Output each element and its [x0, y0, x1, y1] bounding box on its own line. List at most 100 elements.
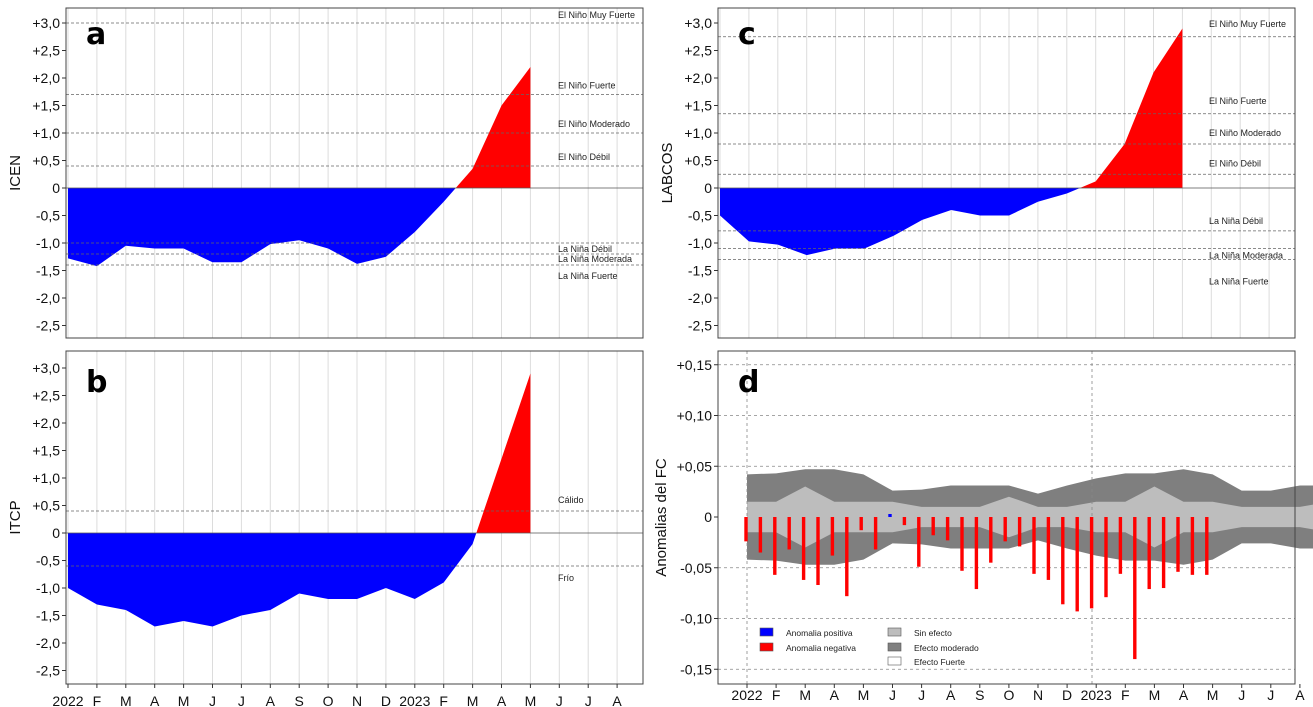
x-tick-label: J — [889, 687, 896, 703]
y-tick-label: +2,5 — [32, 43, 60, 59]
y-tick-label: -1,5 — [688, 263, 712, 279]
panel-a-frame — [65, 7, 644, 339]
y-tick-label: -1,0 — [36, 580, 60, 596]
positive-area — [455, 67, 531, 188]
x-tick-label: J — [585, 693, 592, 707]
y-tick-label: -0,15 — [680, 661, 712, 677]
x-tick-label: N — [1033, 687, 1043, 703]
x-tick-label: A — [946, 687, 956, 703]
legend-swatch — [887, 642, 902, 652]
x-tick-label: O — [323, 693, 334, 707]
threshold-label: Frío — [558, 573, 574, 583]
anomaly-bar — [801, 517, 806, 580]
panel-d-anomalias: +0,15 +0,10 +0,05 0 -0,05 -0,10 -0,15 2022 F M A M… — [653, 350, 1313, 703]
anomaly-bar — [1176, 517, 1180, 572]
x-tick-label: M — [467, 693, 479, 707]
y-tick-label: +0,5 — [684, 153, 712, 169]
anomaly-bar — [974, 517, 979, 590]
anomaly-bar — [1161, 517, 1166, 589]
panel-b-x-ticks: 2022 F M A M J J A S O N D 2023 F M A M J J A — [52, 684, 622, 707]
legend-swatch — [759, 627, 774, 637]
anomaly-bar — [1089, 517, 1094, 609]
y-tick-label: -2,0 — [688, 290, 712, 306]
y-tick-label: +2,0 — [32, 415, 60, 431]
anomaly-bar — [859, 517, 863, 531]
panel-c-grid — [719, 8, 1270, 338]
y-tick-label: -0,5 — [36, 208, 60, 224]
anomaly-bar — [902, 517, 907, 526]
x-tick-label: J — [556, 693, 563, 707]
threshold-label: El Niño Fuerte — [1209, 96, 1267, 106]
y-tick-label: +3,0 — [32, 15, 60, 31]
panel-a-grid — [67, 8, 618, 338]
negative-area — [68, 188, 456, 267]
threshold-label: El Niño Débil — [1209, 158, 1261, 168]
panel-b-grid — [67, 351, 618, 684]
panel-c-y-ticks: +3,0 +2,5 +2,0 +1,5 +1,0 +0,5 0 -0,5 -1,0 -1,5 -2,… — [684, 15, 718, 334]
threshold-label: Cálido — [558, 495, 584, 505]
threshold-label: La Niña Fuerte — [1209, 277, 1269, 287]
panel-b-thresholds: Cálido Frío — [66, 495, 643, 583]
legend-label: Sin efecto — [914, 628, 952, 638]
panel-d-bars — [744, 514, 1209, 660]
panel-a-y-ticks: +3,0 +2,5 +2,0 +1,5 +1,0 +0,5 0 -0,5 -1,0 -1,5 -2,… — [32, 15, 66, 334]
y-tick-label: +2,0 — [32, 70, 60, 86]
anomaly-bar — [1205, 517, 1209, 575]
anomaly-bar — [845, 517, 849, 597]
x-tick-label: M — [1207, 687, 1219, 703]
y-tick-label: 0 — [704, 180, 712, 196]
x-tick-label: D — [1062, 687, 1072, 703]
threshold-label: El Niño Fuerte — [558, 81, 616, 91]
y-tick-label: +0,15 — [677, 357, 713, 373]
anomaly-bar — [758, 517, 763, 553]
y-tick-label: +1,0 — [32, 470, 60, 486]
anomaly-bar — [960, 517, 964, 571]
anomaly-bar — [1147, 517, 1151, 590]
y-tick-label: +1,5 — [32, 98, 60, 114]
panel-b-y-ticks: +3,0 +2,5 +2,0 +1,5 +1,0 +0,5 0 -0,5 -1,0 -1,5 -2,… — [32, 360, 66, 679]
x-tick-label: 2022 — [52, 693, 83, 707]
threshold-label: La Niña Fuerte — [558, 271, 618, 281]
x-tick-label: A — [830, 687, 840, 703]
anomaly-bar — [1046, 517, 1051, 580]
anomaly-bar — [989, 517, 993, 563]
panel-c-y-label: LABCOS — [659, 143, 676, 204]
anomaly-bar — [1104, 517, 1108, 598]
anomaly-bar — [1032, 517, 1036, 574]
positive-area — [476, 373, 531, 533]
x-tick-label: A — [1295, 687, 1305, 703]
x-tick-label: J — [1267, 687, 1274, 703]
threshold-label: El Niño Moderado — [1209, 128, 1281, 138]
panel-c-thresholds: El Niño Muy Fuerte El Niño Fuerte El Niño … — [718, 19, 1295, 287]
y-tick-label: +3,0 — [32, 360, 60, 376]
threshold-label: El Niño Moderado — [558, 119, 630, 129]
anomaly-bar — [945, 517, 950, 541]
threshold-label: El Niño Débil — [558, 152, 610, 162]
y-tick-label: -0,5 — [688, 208, 712, 224]
x-tick-label: 2023 — [399, 693, 430, 707]
y-tick-label: 0 — [704, 509, 712, 525]
x-tick-label: A — [266, 693, 276, 707]
panel-a-thresholds: El Niño Muy Fuerte El Niño Fuerte El Niño … — [66, 10, 643, 281]
y-tick-label: +2,5 — [32, 388, 60, 404]
x-tick-label: 2022 — [731, 687, 762, 703]
legend-swatch — [887, 656, 902, 666]
threshold-label: El Niño Muy Fuerte — [1209, 19, 1286, 29]
x-tick-label: F — [772, 687, 781, 703]
panel-d-letter: d — [738, 365, 759, 400]
anomaly-bar — [873, 517, 878, 550]
y-tick-label: 0 — [52, 180, 60, 196]
x-tick-label: A — [612, 693, 622, 707]
threshold-label: La Niña Moderada — [558, 254, 632, 264]
anomaly-bar — [917, 517, 921, 567]
x-tick-label: M — [858, 687, 870, 703]
y-tick-label: +0,10 — [677, 408, 713, 424]
positive-area — [1079, 28, 1183, 188]
x-tick-label: J — [918, 687, 925, 703]
panel-d-y-ticks: +0,15 +0,10 +0,05 0 -0,05 -0,10 -0,15 — [677, 357, 718, 677]
x-tick-label: M — [1149, 687, 1161, 703]
y-tick-label: -2,0 — [36, 290, 60, 306]
y-tick-label: -1,0 — [688, 235, 712, 251]
panel-b-letter: b — [86, 365, 107, 400]
